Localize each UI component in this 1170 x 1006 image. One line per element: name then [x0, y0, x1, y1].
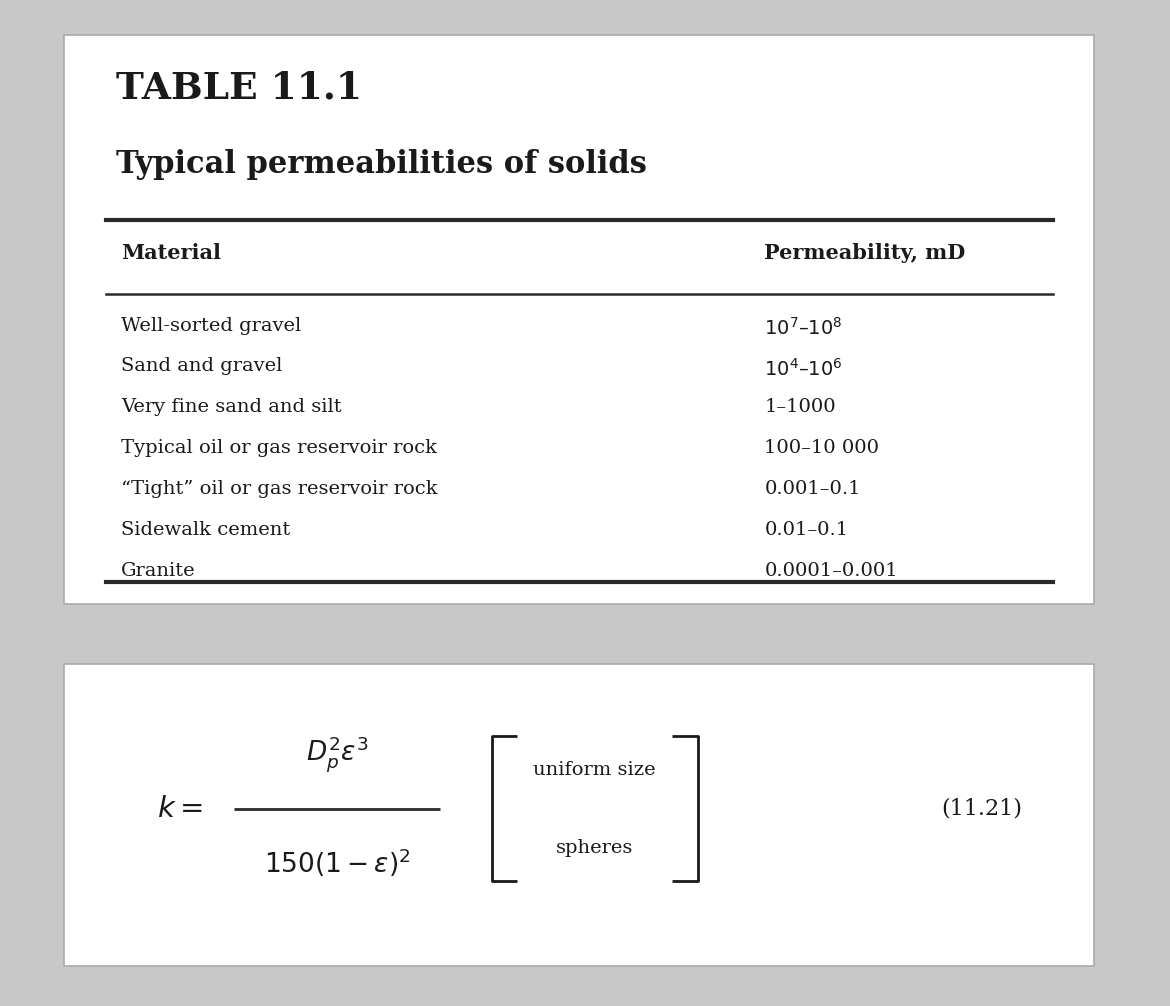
Text: 0.0001–0.001: 0.0001–0.001	[764, 562, 899, 580]
FancyBboxPatch shape	[64, 664, 1094, 966]
Text: 0.001–0.1: 0.001–0.1	[764, 480, 861, 498]
Text: (11.21): (11.21)	[941, 798, 1021, 820]
Text: “Tight” oil or gas reservoir rock: “Tight” oil or gas reservoir rock	[121, 480, 438, 498]
Text: $10^7$–$10^8$: $10^7$–$10^8$	[764, 317, 844, 338]
Text: 100–10 000: 100–10 000	[764, 440, 880, 458]
Text: spheres: spheres	[556, 839, 633, 857]
Text: $D_p^2\varepsilon^3$: $D_p^2\varepsilon^3$	[307, 734, 369, 775]
Text: Typical oil or gas reservoir rock: Typical oil or gas reservoir rock	[121, 440, 436, 458]
Text: Typical permeabilities of solids: Typical permeabilities of solids	[116, 149, 647, 180]
Text: Granite: Granite	[121, 562, 195, 580]
Text: TABLE 11.1: TABLE 11.1	[116, 69, 362, 107]
FancyBboxPatch shape	[64, 35, 1094, 604]
Text: Permeability, mD: Permeability, mD	[764, 242, 965, 263]
Text: $k =$: $k =$	[157, 795, 202, 823]
Text: Sidewalk cement: Sidewalk cement	[121, 521, 290, 539]
Text: Sand and gravel: Sand and gravel	[121, 357, 282, 375]
Text: $150(1 - \varepsilon)^2$: $150(1 - \varepsilon)^2$	[264, 847, 411, 879]
Text: 1–1000: 1–1000	[764, 398, 837, 416]
Text: Very fine sand and silt: Very fine sand and silt	[121, 398, 342, 416]
Text: Material: Material	[121, 242, 221, 263]
Text: 0.01–0.1: 0.01–0.1	[764, 521, 848, 539]
Text: $10^4$–$10^6$: $10^4$–$10^6$	[764, 357, 844, 379]
Text: uniform size: uniform size	[534, 761, 656, 779]
Text: Well-sorted gravel: Well-sorted gravel	[121, 317, 301, 335]
